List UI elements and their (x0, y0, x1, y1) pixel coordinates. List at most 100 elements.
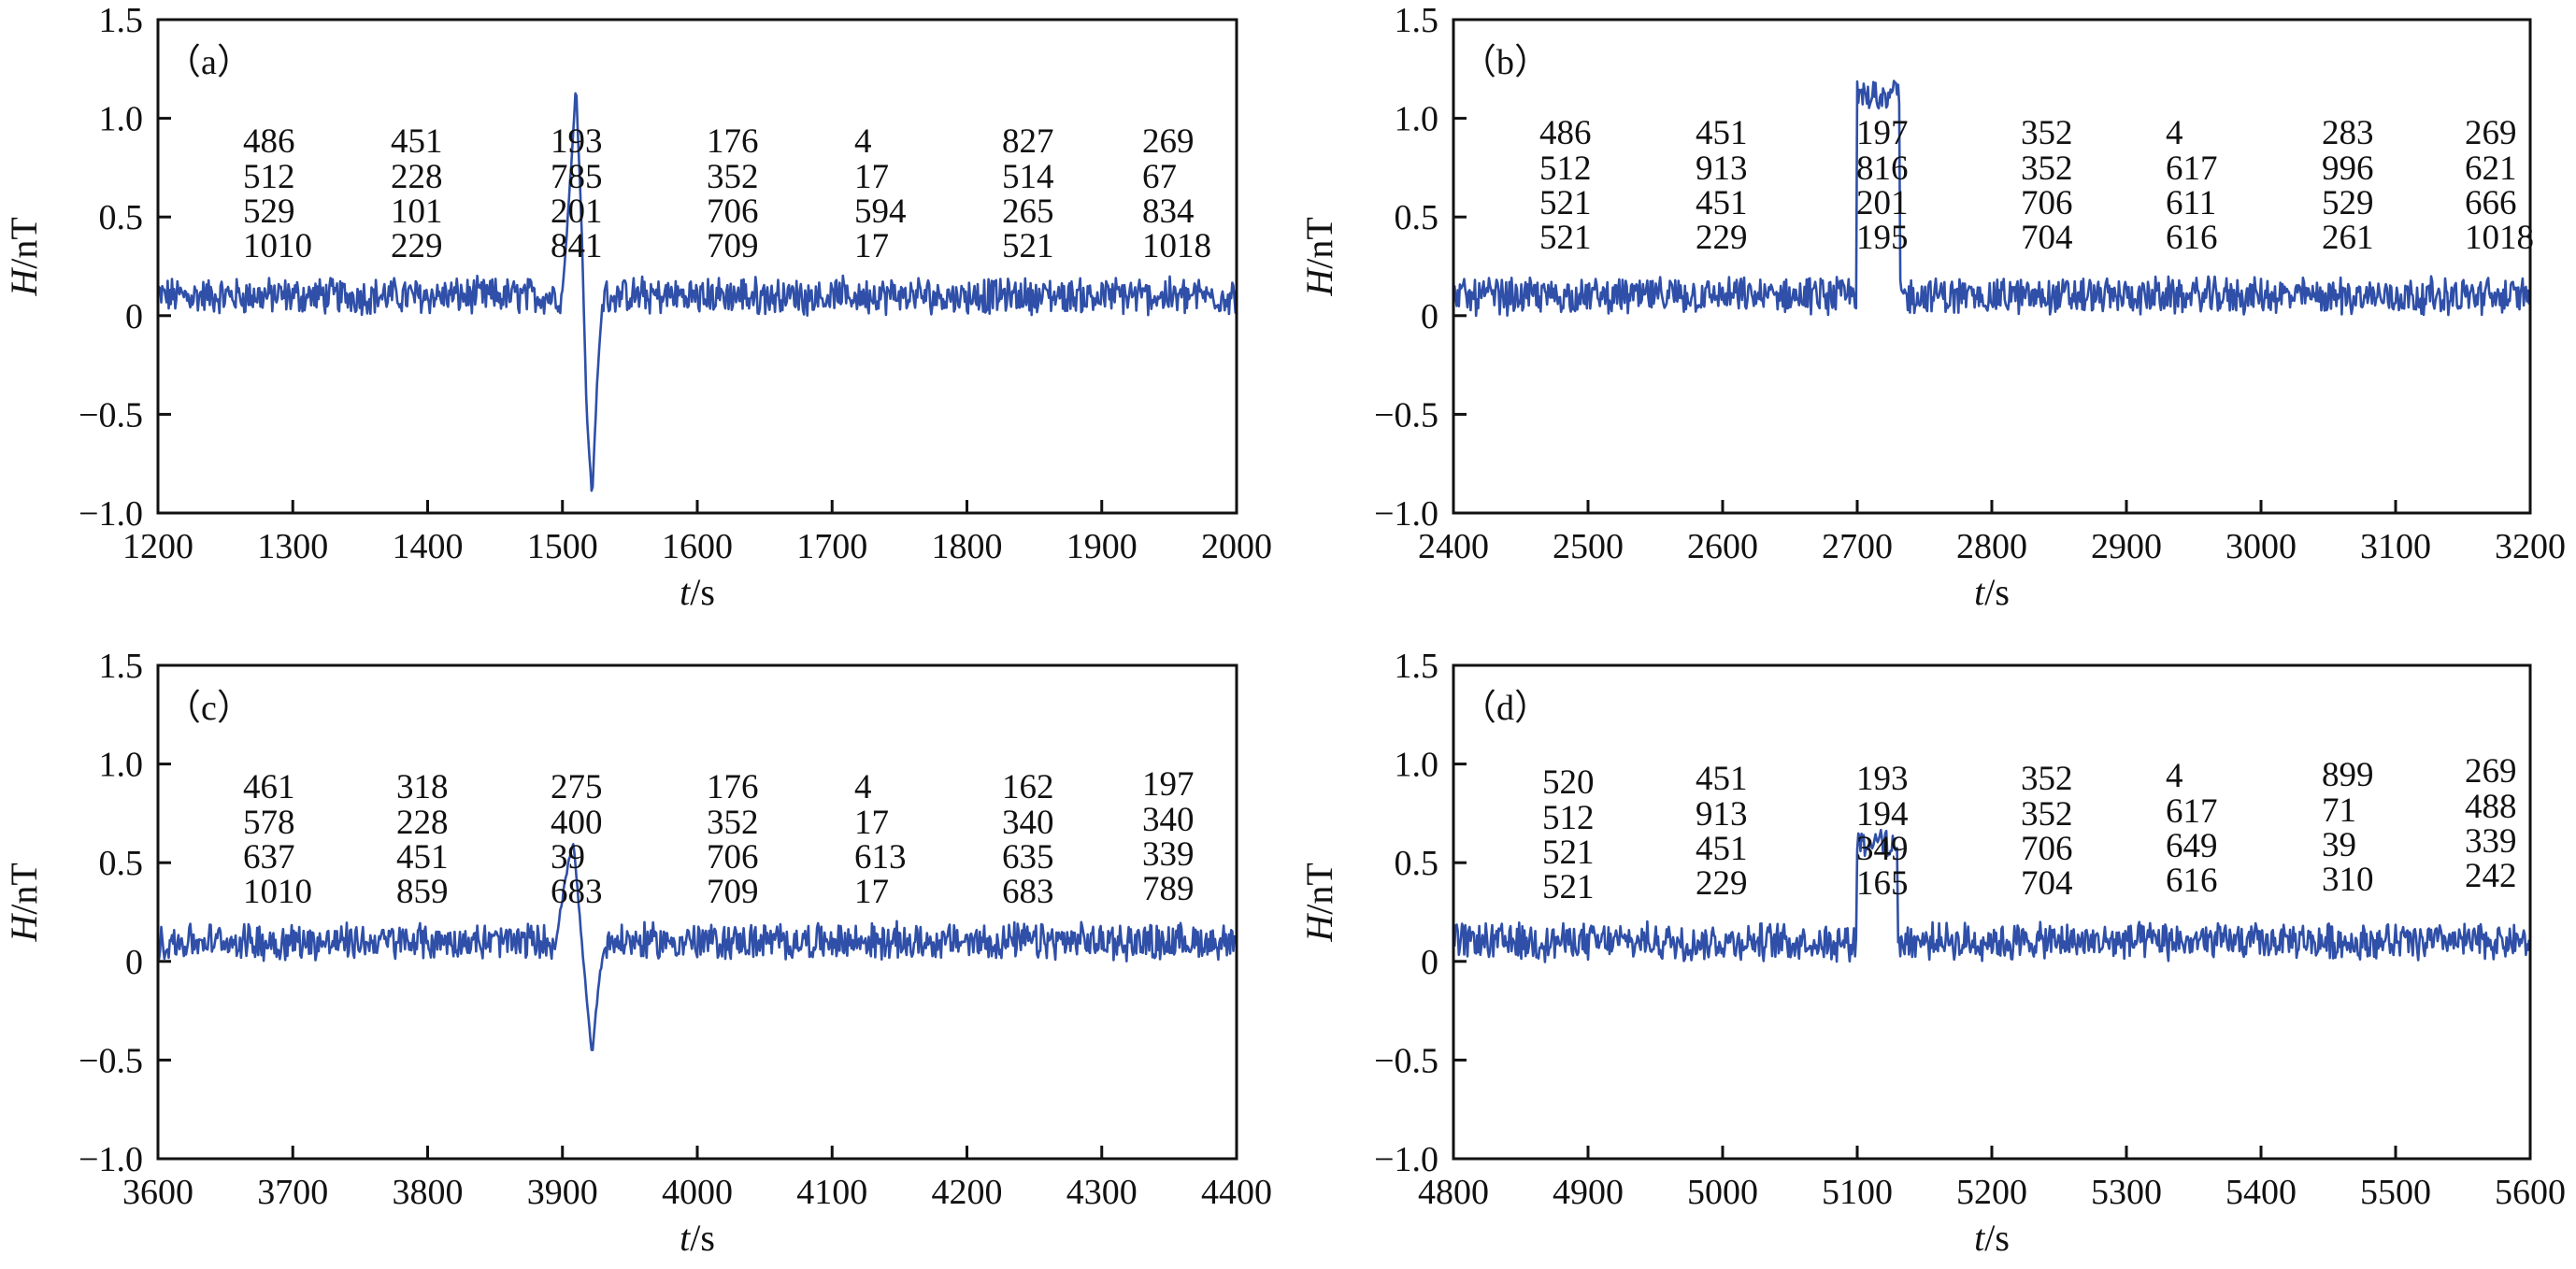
annotation-number: 269 (2465, 114, 2517, 152)
x-tick-label: 1700 (796, 527, 867, 566)
annotation-number: 4 (854, 768, 872, 806)
x-tick-label: 2700 (1822, 527, 1893, 566)
y-tick-label: 0 (125, 943, 143, 982)
annotation-number: 649 (2166, 827, 2218, 865)
annotation-number: 451 (1696, 184, 1748, 222)
annotation-number: 789 (1142, 870, 1195, 908)
annotation-number: 349 (1856, 830, 1909, 868)
annotation-number: 228 (396, 804, 449, 842)
x-axis-label-unit: /s (690, 1217, 715, 1259)
annotation-number: 611 (2166, 184, 2216, 222)
x-tick-label: 1200 (122, 527, 193, 566)
annotation-number: 339 (2465, 822, 2517, 861)
annotation-number: 261 (2322, 219, 2374, 257)
y-tick-label: −0.5 (1374, 1041, 1438, 1080)
annotation-number: 913 (1696, 150, 1748, 188)
annotation-number: 521 (1002, 227, 1054, 265)
annotation-number: 451 (1696, 830, 1748, 868)
annotation-number: 899 (2322, 756, 2374, 794)
annotation-number: 520 (1542, 763, 1595, 802)
annotation-number: 17 (854, 227, 889, 265)
annotation-number: 816 (1856, 150, 1909, 188)
plot-frame (1452, 663, 2532, 1161)
annotation-number: 834 (1142, 192, 1195, 231)
annotation-number: 637 (243, 838, 295, 877)
annotation-number: 488 (2465, 788, 2517, 826)
annotation-number: 706 (707, 838, 759, 877)
y-axis-label: H/nT (1298, 217, 1340, 296)
series-line-H (1453, 79, 2530, 318)
y-tick-label: −0.5 (79, 395, 143, 435)
annotation-number: 17 (854, 804, 889, 842)
series-line-H (158, 92, 1237, 492)
annotation-number: 709 (707, 227, 759, 265)
annotation-number: 4 (854, 122, 872, 161)
annotation-number: 683 (1002, 873, 1054, 911)
annotation-number: 512 (1542, 799, 1595, 837)
y-tick-label: 1.0 (1395, 100, 1439, 139)
x-tick-label: 1300 (257, 527, 328, 566)
annotation-number: 339 (1142, 835, 1195, 874)
annotation-number: 613 (854, 838, 907, 877)
annotation-number: 201 (551, 192, 603, 231)
y-tick-label: 0.5 (99, 844, 144, 883)
panel-label: （c） (165, 689, 252, 728)
series-line-H (158, 843, 1237, 1051)
annotation-number: 706 (707, 192, 759, 231)
annotation-number: 529 (2322, 184, 2374, 222)
annotation-number: 521 (1542, 868, 1595, 906)
y-tick-label: 0.5 (99, 198, 144, 237)
y-axis-label-symbol: H (1298, 267, 1340, 297)
annotation-number: 71 (2322, 791, 2356, 830)
x-tick-label: 3600 (122, 1173, 193, 1212)
annotation-number: 17 (854, 873, 889, 911)
y-axis-label-unit: /nT (1298, 217, 1340, 269)
annotation-number: 704 (2021, 219, 2073, 257)
annotation-number: 194 (1856, 795, 1909, 834)
annotation-number: 4 (2166, 114, 2183, 152)
y-axis-label-unit: /nT (1298, 863, 1340, 915)
x-tick-label: 1400 (393, 527, 464, 566)
annotation-number: 162 (1002, 768, 1054, 806)
annotation-number: 486 (243, 122, 295, 161)
y-tick-label: −1.0 (79, 494, 143, 534)
annotation-number: 39 (551, 838, 585, 877)
x-tick-label: 5000 (1687, 1173, 1758, 1212)
annotation-number: 229 (391, 227, 443, 265)
y-axis-label: H/nT (1298, 863, 1340, 942)
annotation-number: 283 (2322, 114, 2374, 152)
annotation-number: 578 (243, 804, 295, 842)
annotation-number: 913 (1696, 795, 1748, 834)
annotation-number: 400 (551, 804, 603, 842)
x-axis-label: t/s (1974, 571, 2010, 613)
y-axis-label: H/nT (3, 217, 45, 296)
annotation-number: 165 (1856, 864, 1909, 903)
x-tick-label: 4300 (1066, 1173, 1138, 1212)
annotation-number: 512 (1539, 150, 1592, 188)
annotation-number: 451 (391, 122, 443, 161)
annotation-number: 709 (707, 873, 759, 911)
annotation-number: 486 (1539, 114, 1592, 152)
annotation-number: 193 (1856, 760, 1909, 798)
x-tick-label: 5300 (2091, 1173, 2162, 1212)
x-tick-label: 5600 (2495, 1173, 2566, 1212)
x-tick-label: 1600 (662, 527, 733, 566)
annotation-number: 704 (2021, 864, 2073, 903)
annotation-number: 318 (396, 768, 449, 806)
x-tick-label: 3000 (2225, 527, 2297, 566)
y-tick-label: 0 (1421, 943, 1438, 982)
x-axis-label: t/s (680, 1217, 715, 1259)
annotation-number: 859 (396, 873, 449, 911)
x-tick-label: 3700 (257, 1173, 328, 1212)
annotation-number: 340 (1002, 804, 1054, 842)
annotation-number: 1010 (243, 873, 312, 911)
x-axis-label: t/s (1974, 1217, 2010, 1259)
x-tick-label: 3200 (2495, 527, 2566, 566)
series-line-H (1453, 828, 2530, 963)
annotation-number: 785 (551, 158, 603, 196)
annotation-number: 683 (551, 873, 603, 911)
x-tick-label: 4000 (662, 1173, 733, 1212)
x-tick-label: 4800 (1418, 1173, 1489, 1212)
x-axis-label-symbol: t (680, 571, 691, 613)
annotation-number: 451 (1696, 760, 1748, 798)
